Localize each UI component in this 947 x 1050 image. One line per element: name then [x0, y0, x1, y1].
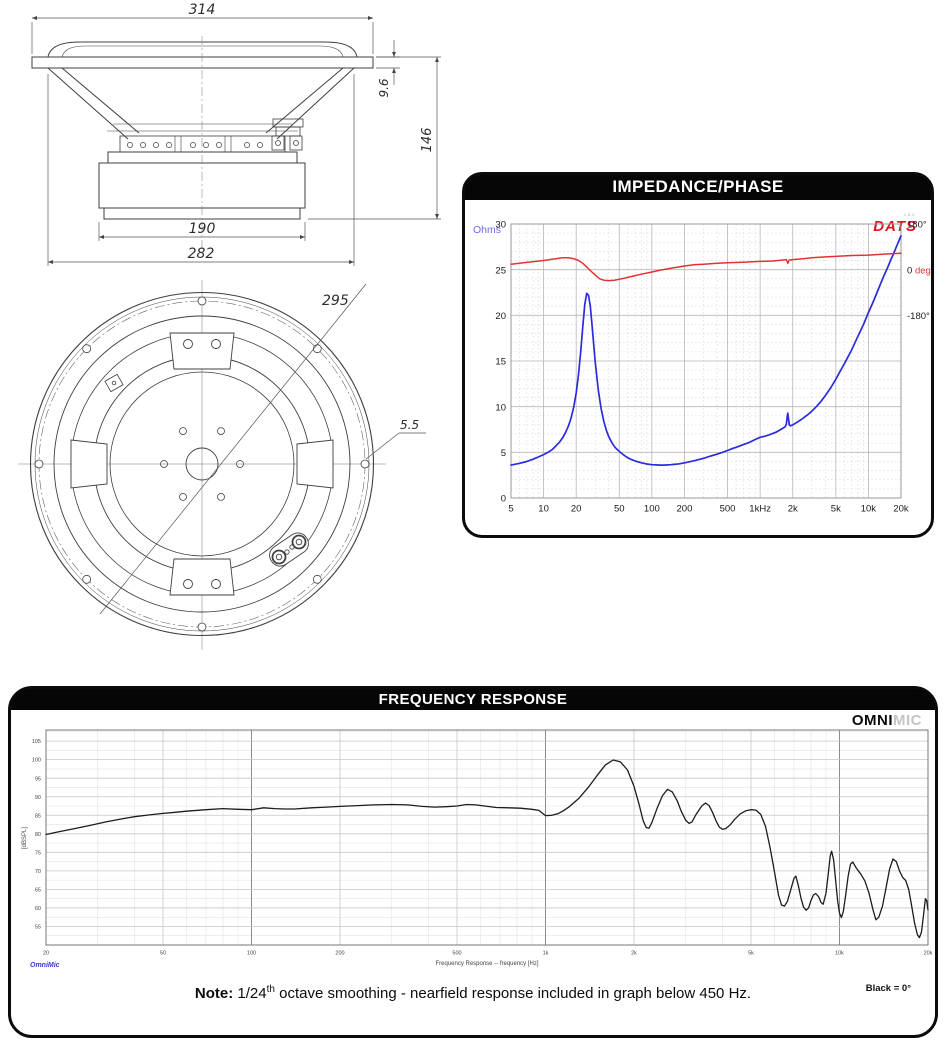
svg-text:15: 15	[495, 357, 506, 368]
frequency-response-panel: FREQUENCY RESPONSE OMNIMIC 20 50 100 200 500…	[8, 686, 938, 1038]
speaker-technical-drawing: 314 9.6 146 190 282	[18, 2, 441, 650]
side-view-dimensions	[31, 16, 441, 266]
omnimic-logo-light: MIC	[893, 712, 922, 729]
svg-text:25: 25	[495, 265, 506, 276]
svg-text:20k: 20k	[924, 951, 933, 957]
svg-text:30: 30	[495, 220, 506, 231]
dimension-diagonal-diameter: 295	[322, 293, 349, 309]
svg-text:85: 85	[35, 813, 41, 819]
black-angle-note: Black = 0°	[865, 983, 911, 994]
note-post: octave smoothing - nearfield response in…	[274, 985, 752, 1002]
svg-text:90: 90	[35, 795, 41, 801]
back-view-dimensions	[99, 283, 426, 615]
svg-text:50: 50	[614, 504, 625, 515]
fr-chart: 20 50 100 200 500 1k 2k 5k 10k 20k 55 60 65 70 75 80 85 9…	[22, 729, 933, 967]
svg-text:0: 0	[501, 494, 506, 505]
svg-text:Frequency Response -- frequenc: Frequency Response -- frequency [Hz]	[435, 961, 538, 967]
svg-text:-180°: -180°	[907, 311, 930, 322]
svg-text:20: 20	[571, 504, 582, 515]
svg-text:70: 70	[35, 869, 41, 875]
svg-text:100: 100	[32, 758, 41, 764]
svg-text:20k: 20k	[893, 504, 909, 515]
svg-text:500: 500	[720, 504, 736, 515]
svg-text:20: 20	[495, 311, 506, 322]
speaker-back-view-drawing	[18, 280, 386, 650]
note-label: Note:	[194, 985, 234, 1002]
svg-text:55: 55	[35, 925, 41, 931]
impedance-panel-title: IMPEDANCE/PHASE	[465, 175, 931, 200]
omnimic-logo: OMNIMIC	[852, 712, 922, 729]
omnimic-logo-bold: OMNI	[851, 712, 893, 729]
impedance-chart: 5 10 20 50 100 200 500 1kHz 2k 5k 10k 20k0510152025…	[495, 220, 930, 515]
svg-text:0 deg: 0 deg	[907, 265, 931, 276]
svg-text:65: 65	[35, 887, 41, 893]
dimension-mount-hole: 5.5	[400, 418, 419, 432]
svg-text:75: 75	[35, 850, 41, 856]
svg-text:200: 200	[677, 504, 693, 515]
svg-text:100: 100	[247, 951, 256, 957]
svg-text:500: 500	[452, 951, 461, 957]
svg-text:10k: 10k	[835, 951, 844, 957]
svg-text:5k: 5k	[831, 504, 841, 515]
ohms-axis-label: Ohms	[473, 224, 502, 236]
dimension-flange-thickness: 9.6	[377, 78, 391, 97]
svg-text:1k: 1k	[543, 951, 549, 957]
svg-text:5k: 5k	[748, 951, 754, 957]
svg-text:10: 10	[538, 504, 549, 515]
dats-logo: DATS	[873, 218, 917, 235]
svg-text:10: 10	[495, 402, 506, 413]
note-pre: 1/24	[233, 985, 267, 1002]
dimension-magnet-diameter: 190	[189, 221, 216, 237]
omnimic-watermark: OmniMic	[30, 962, 60, 969]
impedance-ohms-curve	[510, 235, 902, 466]
svg-text:50: 50	[160, 951, 166, 957]
terminal-block-side	[271, 118, 304, 151]
basket-tab	[104, 373, 124, 393]
dimension-width-overall: 314	[189, 2, 216, 18]
phase-deg-curve	[510, 252, 902, 282]
mounting-holes	[34, 296, 370, 632]
dats-version-text: 2.8.0	[903, 212, 915, 217]
svg-text:10k: 10k	[861, 504, 877, 515]
basket-window-tabs	[70, 332, 334, 596]
terminal-posts	[269, 532, 309, 567]
svg-text:180°: 180°	[907, 220, 927, 231]
dimension-basket-diameter: 282	[188, 246, 215, 262]
svg-text:[dBSPL]: [dBSPL]	[22, 827, 28, 849]
imp-svg-axis-labels: 5 10 20 50 100 200 500 1kHz 2k 5k 10k 20k0510152025…	[495, 220, 930, 515]
fr-svg-axis-labels: 20 50 100 200 500 1k 2k 5k 10k 20k 55 60 65 70 75 80 85 9…	[22, 739, 933, 967]
dimension-total-height: 146	[420, 128, 435, 153]
svg-text:60: 60	[35, 906, 41, 912]
impedance-phase-panel: IMPEDANCE/PHASE Ohms 2.8.0 DATS 5 10 20 50 1…	[462, 172, 934, 538]
spl-curve	[45, 759, 929, 939]
svg-text:2k: 2k	[631, 951, 637, 957]
fr-svg-grid	[45, 729, 929, 946]
smoothing-note: Note: 1/24th octave smoothing - nearfiel…	[11, 984, 935, 1002]
svg-text:5: 5	[508, 504, 513, 515]
speaker-side-view-drawing	[31, 36, 374, 252]
svg-text:80: 80	[35, 832, 41, 838]
svg-text:2k: 2k	[788, 504, 798, 515]
svg-text:105: 105	[32, 739, 41, 745]
svg-text:95: 95	[35, 776, 41, 782]
fr-panel-title: FREQUENCY RESPONSE	[11, 689, 935, 710]
vent-holes	[160, 427, 244, 501]
svg-text:1kHz: 1kHz	[749, 504, 771, 515]
svg-text:100: 100	[644, 504, 660, 515]
svg-text:20: 20	[43, 951, 49, 957]
svg-text:5: 5	[501, 448, 506, 459]
note-sup: th	[266, 984, 275, 995]
svg-text:200: 200	[335, 951, 344, 957]
